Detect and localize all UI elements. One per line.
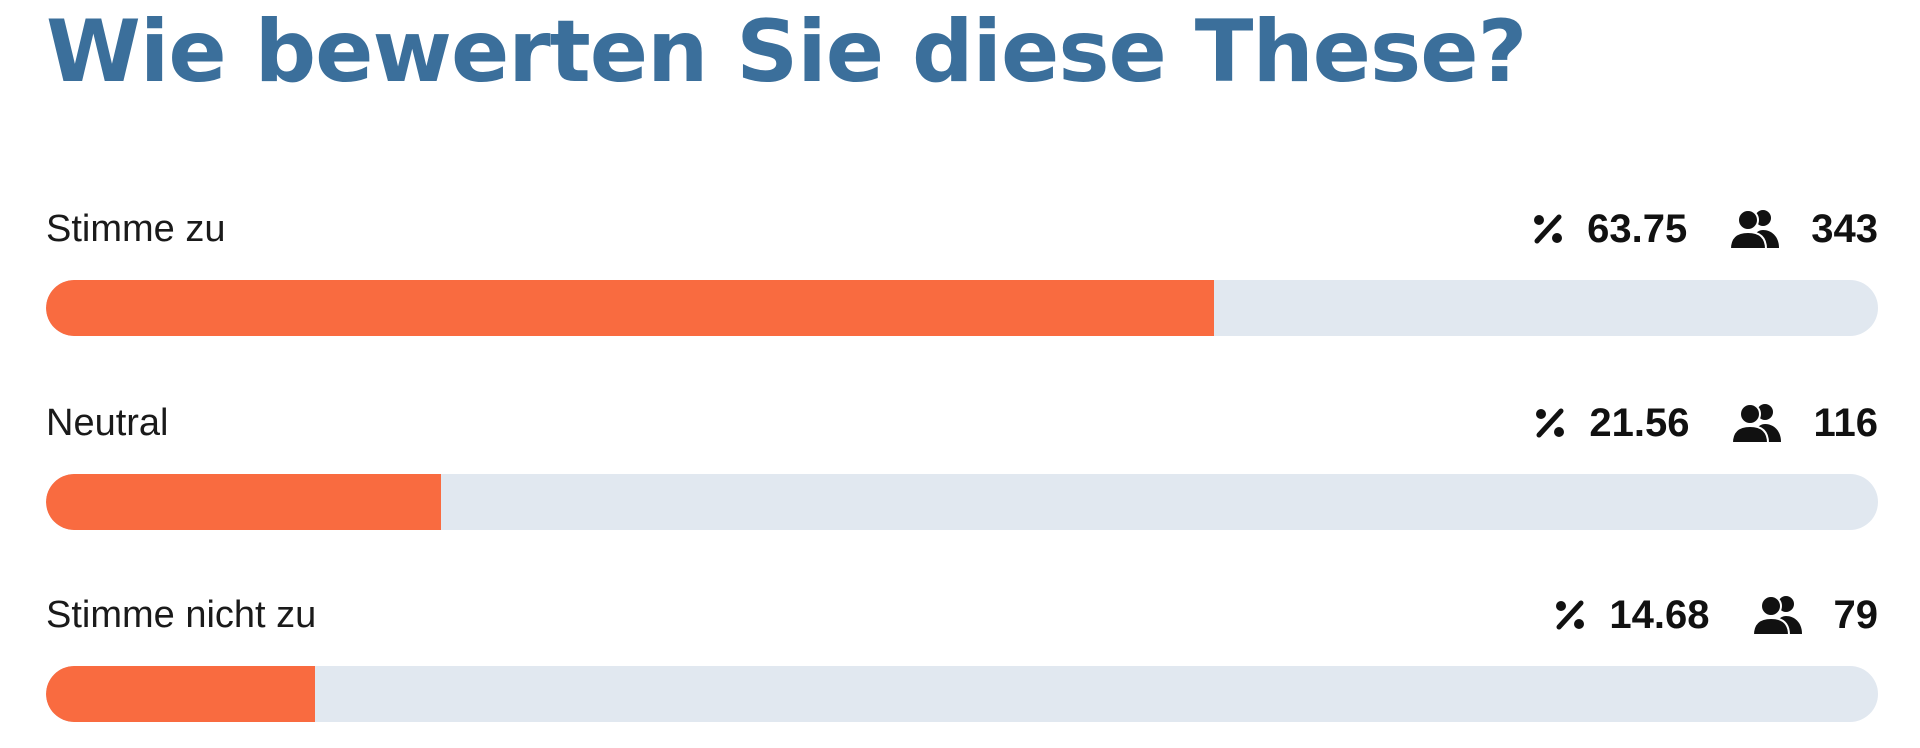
progress-track [46,474,1878,530]
option-label: Neutral [46,402,169,444]
progress-track [46,666,1878,722]
option-stats: 14.68 79 [1553,590,1878,640]
poll-option-neutral: Neutral 21.56 116 [46,398,1878,530]
option-votes: 343 [1811,206,1878,251]
percent-icon [1534,214,1563,244]
option-percent: 63.75 [1587,206,1688,251]
poll-title: Wie bewerten Sie diese These? [46,2,1527,102]
users-icon [1751,595,1802,636]
option-votes: 79 [1833,592,1879,637]
progress-fill [46,474,441,530]
progress-fill [46,280,1214,336]
progress-track [46,280,1878,336]
option-label: Stimme zu [46,208,226,250]
option-stats: 63.75 343 [1531,204,1878,254]
option-percent: 21.56 [1589,400,1690,445]
users-icon [1729,209,1780,250]
option-votes: 116 [1813,400,1878,445]
poll-option-agree: Stimme zu 63.75 343 [46,204,1878,336]
poll-option-disagree: Stimme nicht zu 14.68 79 [46,590,1878,722]
option-percent: 14.68 [1609,592,1710,637]
option-label: Stimme nicht zu [46,594,317,636]
option-stats: 21.56 116 [1533,398,1878,448]
users-icon [1731,403,1782,444]
percent-icon [1556,600,1585,630]
progress-fill [46,666,315,722]
percent-icon [1536,408,1565,438]
